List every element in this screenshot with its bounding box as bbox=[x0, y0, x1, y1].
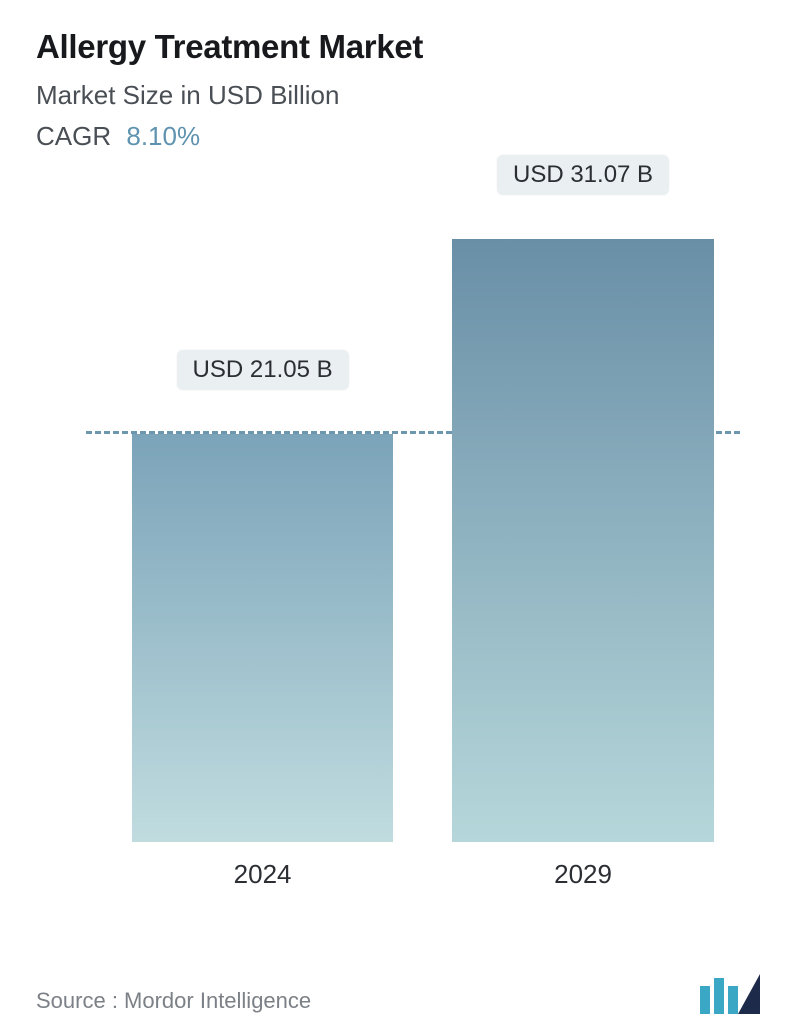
value-badge-2029: USD 31.07 B bbox=[497, 155, 669, 195]
chart-area: USD 21.05 B2024USD 31.07 B2029 bbox=[36, 182, 760, 902]
chart-subtitle: Market Size in USD Billion bbox=[36, 80, 760, 111]
source-attribution: Source : Mordor Intelligence bbox=[36, 988, 311, 1014]
cagr-row: CAGR 8.10% bbox=[36, 121, 760, 152]
cagr-value: 8.10% bbox=[126, 121, 200, 151]
value-badge-2024: USD 21.05 B bbox=[177, 350, 349, 390]
x-axis-label-2024: 2024 bbox=[234, 859, 292, 890]
x-axis-label-2029: 2029 bbox=[554, 859, 612, 890]
bar-2024 bbox=[132, 434, 394, 842]
footer: Source : Mordor Intelligence bbox=[36, 974, 760, 1014]
plot-region: USD 21.05 B2024USD 31.07 B2029 bbox=[86, 202, 740, 842]
cagr-label: CAGR bbox=[36, 121, 111, 151]
bar-2029 bbox=[452, 239, 714, 842]
mordor-logo-icon bbox=[698, 974, 760, 1014]
chart-title: Allergy Treatment Market bbox=[36, 28, 760, 66]
